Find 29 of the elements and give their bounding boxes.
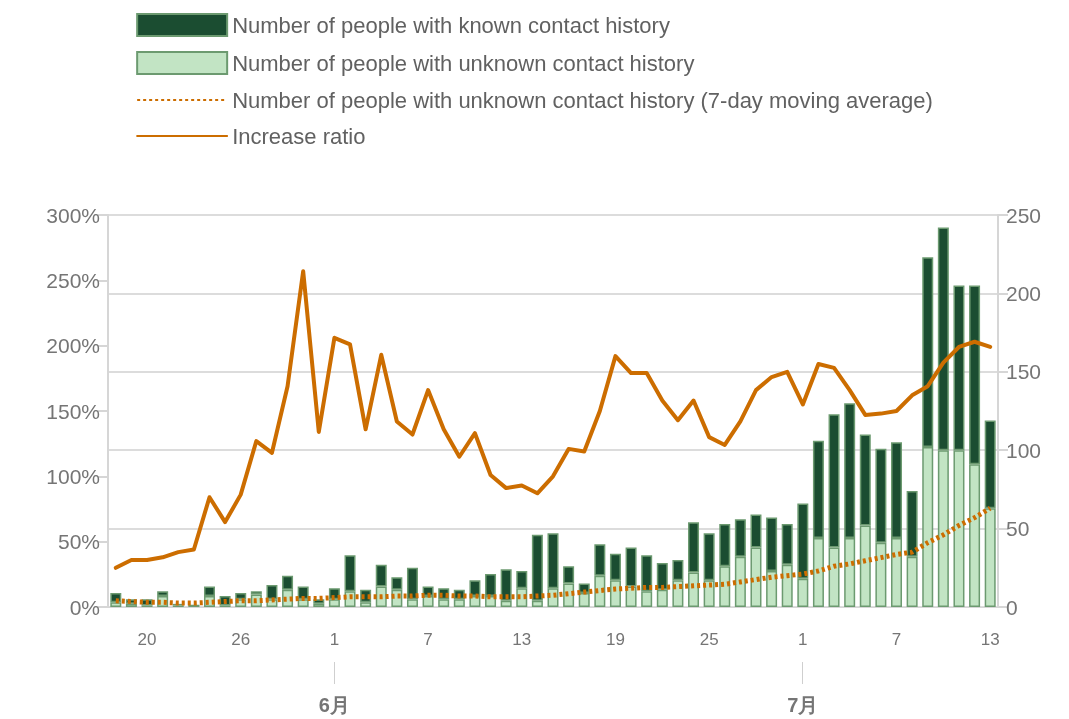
legend-label: Number of people with unknown contact history [232,50,695,76]
text: 6月 [318,693,350,718]
y-tick-label: 200% [46,334,100,358]
y2-tick-label: 150 [1006,360,1042,384]
x-tick-label: 7 [891,630,902,649]
y2-tick-label: 100 [1006,438,1042,462]
x-tick-label: 19 [606,630,625,649]
x-tick-label: 1 [329,630,340,649]
x-tick-label: 20 [137,630,157,649]
y-tick-label: 0% [69,595,100,619]
legend-label: Increase ratio [232,123,366,149]
y-tick-label: 50% [57,530,100,554]
x-tick-label: 25 [699,630,719,649]
y2-tick-label: 250 [1006,203,1042,227]
x-tick-label: 13 [980,630,1000,649]
x-tick-label: 13 [512,630,532,649]
y-tick-label: 150% [46,399,100,423]
x-tick-label: 1 [798,630,808,649]
y-tick-label: 100% [46,464,100,488]
legend-label: Number of people with known contact history [232,12,670,38]
y-tick-label: 250% [46,268,100,292]
y2-tick-label: 50 [1006,517,1030,541]
x-tick-label: 26 [231,630,251,649]
y2-tick-label: 0 [1006,595,1018,619]
x-tick-label: 7 [423,630,433,649]
text: 7月 [787,693,819,718]
legend-label: Number of people with unknown contact history (7-day moving average) [232,87,933,113]
y-tick-label: 300% [46,203,100,227]
y2-tick-label: 200 [1006,281,1042,305]
